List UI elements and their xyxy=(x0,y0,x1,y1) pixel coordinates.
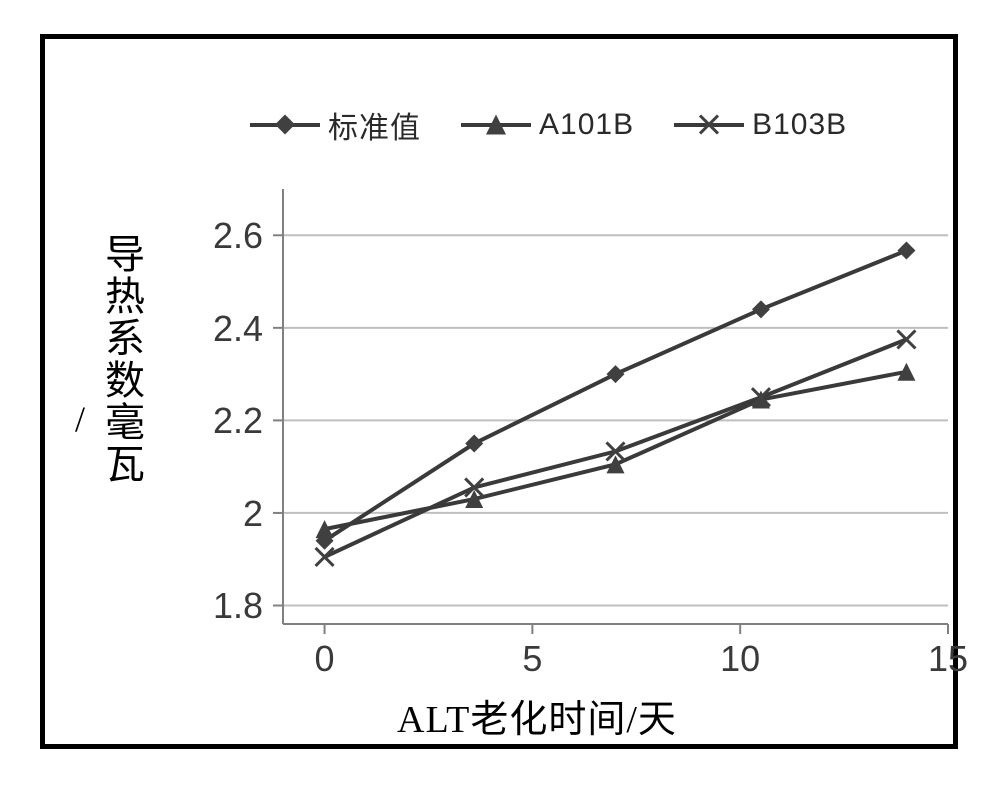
y-axis-label-slash: / xyxy=(75,398,85,440)
legend-label: B103B xyxy=(752,108,847,142)
x-tick-label: 0 xyxy=(295,638,355,680)
y-tick-label: 2.6 xyxy=(203,215,263,257)
legend: 标准值 A101B B103B xyxy=(250,103,847,147)
triangle-icon xyxy=(486,115,506,140)
x-icon xyxy=(699,115,719,140)
y-axis-label-char: 系 xyxy=(105,318,145,360)
x-axis-label: ALT老化时间/天 xyxy=(397,688,677,743)
legend-entry: B103B xyxy=(674,108,847,142)
y-axis-label: 导热系数毫瓦 xyxy=(105,234,145,486)
y-axis-label-char: 数 xyxy=(105,360,145,402)
x-tick-label: 15 xyxy=(918,638,978,680)
y-tick-label: 2.2 xyxy=(203,400,263,442)
legend-line xyxy=(250,123,320,127)
x-tick-label: 10 xyxy=(710,638,770,680)
y-axis-label-char: 瓦 xyxy=(105,444,145,486)
figure-frame: 标准值 A101B B103B 导热系数毫瓦 / ALT老化时间/天 1.8 2 2.2… xyxy=(40,34,958,749)
y-axis-label-char: 导 xyxy=(105,234,145,276)
diamond-icon xyxy=(275,115,295,140)
y-axis-label-char: 热 xyxy=(105,276,145,318)
y-tick-label: 2 xyxy=(203,493,263,535)
legend-line xyxy=(461,123,531,127)
legend-entry: A101B xyxy=(461,108,634,142)
legend-label: A101B xyxy=(539,108,634,142)
y-tick-label: 1.8 xyxy=(203,585,263,627)
legend-entry: 标准值 xyxy=(250,103,421,147)
y-axis-label-char: 毫 xyxy=(105,402,145,444)
y-tick-label: 2.4 xyxy=(203,308,263,350)
legend-line xyxy=(674,123,744,127)
legend-label: 标准值 xyxy=(328,103,421,147)
x-tick-label: 5 xyxy=(502,638,562,680)
line-chart xyxy=(269,175,962,638)
